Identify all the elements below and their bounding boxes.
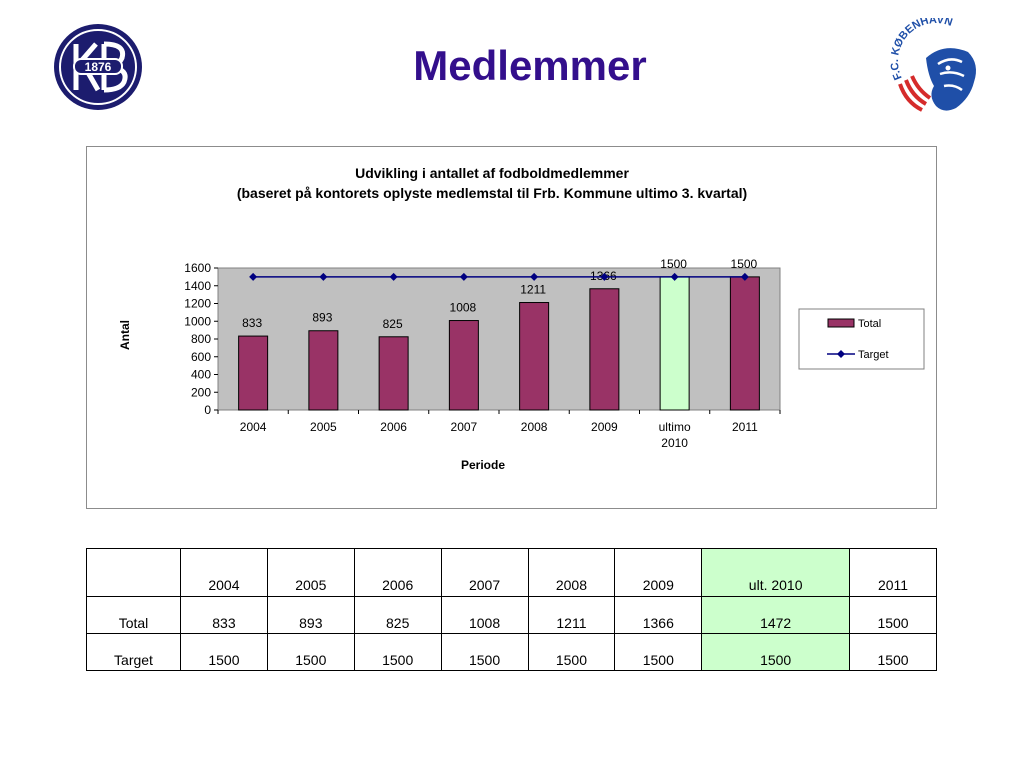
- x-tick-label: 2011: [732, 420, 758, 434]
- x-tick-label: 2008: [521, 420, 548, 434]
- bar: [589, 288, 620, 411]
- kb-logo: 1876: [54, 24, 142, 110]
- y-tick-label: 1200: [184, 297, 211, 311]
- table-cell: 1008: [440, 596, 529, 634]
- target-point: [600, 272, 609, 281]
- membership-chart: Udvikling i antallet af fodboldmedlemmer…: [118, 165, 925, 472]
- bar: [519, 302, 550, 411]
- target-point: [459, 272, 468, 281]
- table-cell: 1500: [849, 596, 937, 634]
- x-tick-label: 2007: [451, 420, 478, 434]
- legend-target-label: Target: [858, 349, 889, 361]
- table-cell: 1500: [353, 633, 442, 671]
- table-header-cell: ult. 2010: [701, 548, 851, 597]
- bar-value-label: 1500: [731, 257, 758, 271]
- y-tick-label: 400: [191, 368, 211, 382]
- bar: [729, 276, 760, 411]
- table-header-cell: [86, 548, 181, 597]
- target-point: [319, 272, 328, 281]
- chart-subtitle: (baseret på kontorets oplyste medlemstal…: [237, 185, 747, 201]
- slide-title: Medlemmer: [413, 42, 647, 89]
- bar: [448, 320, 479, 411]
- table-row-label: Target: [86, 633, 181, 671]
- table-cell: 1500: [701, 633, 851, 671]
- x-tick-label: 2004: [240, 420, 267, 434]
- table-cell: 1500: [849, 633, 937, 671]
- bar-value-label: 1500: [660, 257, 687, 271]
- table-row-label: Total: [86, 596, 181, 634]
- bar: [308, 330, 339, 411]
- table-cell: 1500: [266, 633, 355, 671]
- table-row: Target 1500 1500 1500 1500 1500 1500 150…: [86, 633, 937, 671]
- table-cell: 1500: [440, 633, 529, 671]
- table-cell: 1500: [180, 633, 268, 671]
- table-cell: 1500: [614, 633, 703, 671]
- bar: [238, 335, 269, 411]
- y-tick-label: 0: [204, 403, 211, 417]
- bar: [378, 336, 409, 411]
- table-header-cell: 2004: [180, 548, 268, 597]
- y-tick-label: 800: [191, 332, 211, 346]
- chart-title: Udvikling i antallet af fodboldmedlemmer: [355, 165, 629, 181]
- table-row: Total 833 893 825 1008 1211 1366 1472 15…: [86, 596, 937, 634]
- x-tick-label: 2006: [380, 420, 407, 434]
- bar-value-label: 893: [312, 311, 332, 325]
- bar-value-label: 833: [242, 316, 262, 330]
- table-header-cell: 2006: [353, 548, 442, 597]
- plot-area: [217, 267, 781, 411]
- table-cell: 1211: [527, 596, 616, 634]
- y-tick-label: 1000: [184, 314, 211, 328]
- bar: [659, 276, 690, 411]
- table-header-cell: 2005: [266, 548, 355, 597]
- target-point: [530, 272, 539, 281]
- legend-total-swatch: [827, 318, 855, 328]
- fck-logo: F.C. KØBENHAVN: [889, 18, 976, 112]
- y-axis-title: Antal: [118, 320, 132, 350]
- table-header-cell: 2011: [849, 548, 937, 597]
- chart-container: Udvikling i antallet af fodboldmedlemmer…: [86, 146, 937, 509]
- target-point: [670, 272, 679, 281]
- y-tick-label: 1600: [184, 261, 211, 275]
- data-table: 2004 2005 2006 2007 2008 2009 ult. 2010 …: [86, 548, 937, 671]
- y-tick-label: 1400: [184, 279, 211, 293]
- x-tick-label: 2005: [310, 420, 337, 434]
- target-point: [740, 272, 749, 281]
- x-tick-label: ultimo 2010: [659, 420, 691, 450]
- kb-logo-year: 1876: [85, 60, 112, 74]
- legend: Total Target: [798, 308, 925, 370]
- table-header-row: 2004 2005 2006 2007 2008 2009 ult. 2010 …: [86, 548, 937, 597]
- table-cell: 1500: [527, 633, 616, 671]
- table-cell: 825: [353, 596, 442, 634]
- y-tick-label: 600: [191, 350, 211, 364]
- bar-value-label: 1211: [520, 283, 546, 297]
- x-tick-label: 2009: [591, 420, 618, 434]
- target-point: [249, 272, 258, 281]
- target-point: [389, 272, 398, 281]
- table-cell: 1472: [701, 596, 851, 634]
- table-header-cell: 2007: [440, 548, 529, 597]
- table-header-cell: 2009: [614, 548, 703, 597]
- table-cell: 893: [266, 596, 355, 634]
- legend-total-label: Total: [858, 318, 881, 330]
- y-tick-label: 200: [191, 385, 211, 399]
- bar-value-label: 825: [383, 317, 403, 331]
- bar-value-label: 1008: [450, 301, 477, 315]
- table-cell: 833: [180, 596, 268, 634]
- table-cell: 1366: [614, 596, 703, 634]
- table-header-cell: 2008: [527, 548, 616, 597]
- x-axis-title: Periode: [461, 458, 505, 472]
